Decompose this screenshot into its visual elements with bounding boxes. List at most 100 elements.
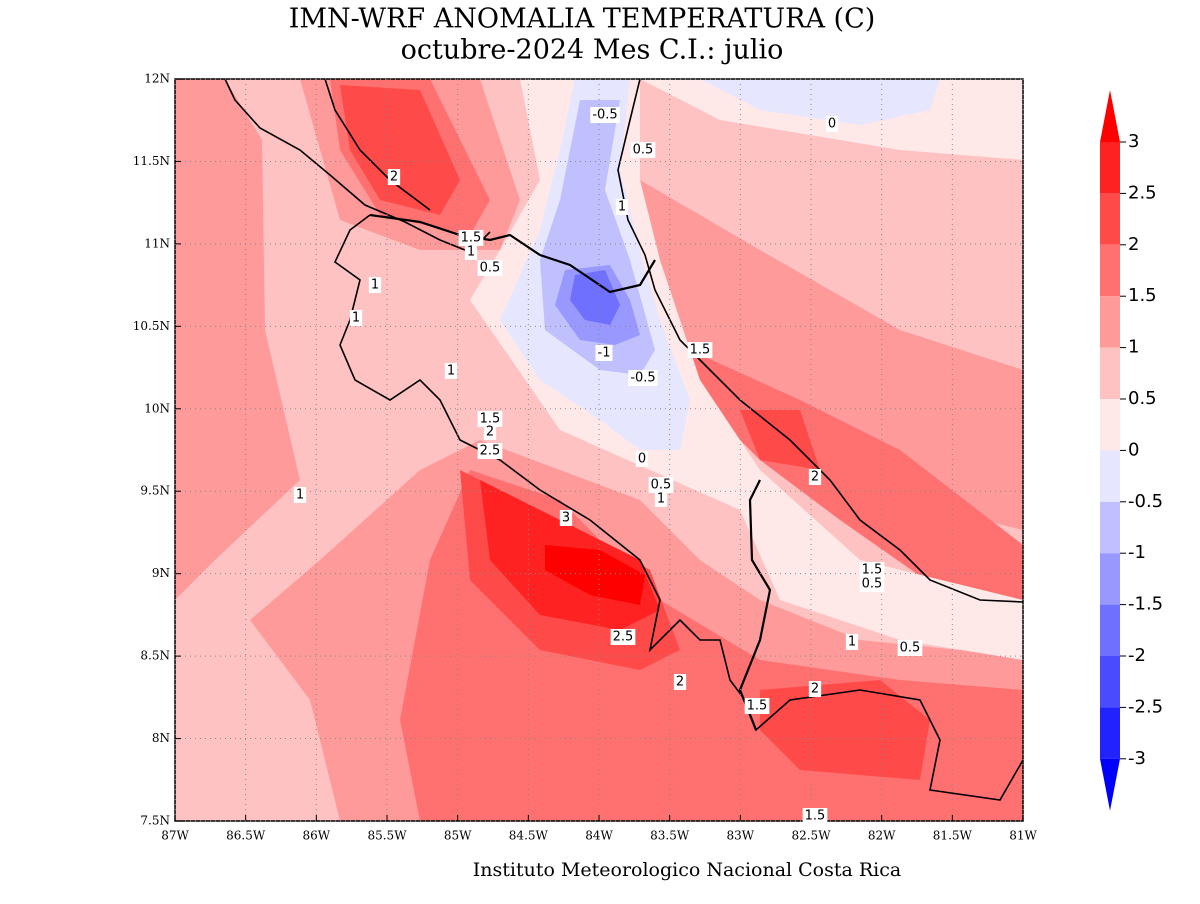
contour-label-bg — [897, 640, 923, 656]
contour-label-text: 3 — [562, 511, 570, 526]
band — [700, 79, 940, 125]
contour-label-text: 1 — [467, 245, 475, 260]
contour-label-bg — [635, 451, 649, 467]
colorbar-label: 2 — [1128, 234, 1139, 255]
contour-label: 2 — [387, 169, 401, 185]
colorbar-label: -0.5 — [1128, 491, 1163, 512]
contour-label: 1 — [349, 310, 363, 326]
colorbar-box — [1100, 656, 1120, 708]
band — [740, 410, 820, 470]
contour-label: -0.5 — [590, 107, 620, 123]
band — [570, 270, 620, 325]
contour-label-text: -0.5 — [592, 108, 617, 123]
contour-label-text: 1 — [352, 311, 360, 326]
contour-label-text: 1.5 — [461, 231, 482, 246]
contour-label-text: 2 — [811, 470, 819, 485]
lon-tick-label: 86.5W — [226, 829, 266, 843]
contour-label: 1.5 — [458, 230, 484, 246]
lon-tick-label: 83W — [727, 829, 755, 843]
contour-label-text: 0.5 — [862, 577, 883, 592]
contour-label: 0.5 — [477, 260, 503, 276]
contour-label-bg — [615, 199, 629, 215]
colorbar-label: -1 — [1128, 542, 1146, 563]
band — [760, 680, 930, 780]
lon-tick-label: 82W — [868, 829, 896, 843]
contour-label: 1.5 — [687, 342, 713, 358]
contour-label: 1 — [368, 277, 382, 293]
contour-label-text: 1.5 — [747, 699, 768, 714]
contour-label-text: 0 — [638, 452, 646, 467]
contour-label: 1 — [654, 491, 668, 507]
contour-label-text: 2.5 — [613, 630, 634, 645]
contour-label-bg — [630, 142, 656, 158]
contour-label: 0 — [635, 451, 649, 467]
contour-label-text: 1 — [447, 364, 455, 379]
contour-label-text: 2 — [811, 682, 819, 697]
contour-label: 1.5 — [859, 562, 885, 578]
subtitle: octubre-2024 Mes C.I.: julio — [401, 35, 784, 66]
contour-label-text: 2 — [486, 425, 494, 440]
colorbar-box — [1100, 193, 1120, 245]
contour-label-bg — [293, 487, 307, 503]
lat-tick-label: 11N — [144, 236, 170, 250]
contour-label: 2.5 — [477, 443, 503, 459]
lat-tick-label: 8N — [152, 731, 170, 745]
contour-label: 0 — [825, 116, 839, 132]
lat-tick-label: 9.5N — [140, 484, 170, 498]
contour-label-bg — [628, 370, 658, 386]
contour-label-bg — [477, 260, 503, 276]
lat-tick-label: 12N — [144, 72, 170, 86]
colorbar-box — [1100, 142, 1120, 194]
colorbar-arrow — [1100, 758, 1120, 811]
contour-label-bg — [590, 107, 620, 123]
lon-tick-label: 82.5W — [791, 829, 831, 843]
lon-tick-label: 84W — [585, 829, 613, 843]
contour-label-text: 1.5 — [862, 563, 883, 578]
contour-label-bg — [387, 169, 401, 185]
contour-label-text: 1 — [848, 635, 856, 650]
colorbar-arrow — [1100, 90, 1120, 142]
colorbar-box — [1100, 399, 1120, 451]
contour-label-bg — [648, 477, 674, 493]
lon-tick-label: 86W — [303, 829, 331, 843]
lat-tick-label: 7.5N — [140, 814, 170, 828]
title: IMN-WRF ANOMALIA TEMPERATURA (C) — [289, 4, 876, 35]
lon-tick-label: 81W — [1009, 829, 1037, 843]
contour-label-text: 0.5 — [633, 143, 654, 158]
contour-label: -0.5 — [628, 370, 658, 386]
contour-label-bg — [654, 491, 668, 507]
contour-label-bg — [687, 342, 713, 358]
colorbar-label: -3 — [1128, 748, 1146, 769]
contour-label: 2 — [808, 681, 822, 697]
colorbar-box — [1100, 244, 1120, 297]
coastline — [224, 79, 1023, 801]
contour-label-bg — [477, 443, 503, 459]
band — [640, 180, 1023, 530]
contour-label-bg — [368, 277, 382, 293]
contour-label-bg — [744, 698, 770, 714]
colorbar-box — [1100, 450, 1120, 502]
lon-tick-label: 85.5W — [367, 829, 407, 843]
lon-tick-label: 84.5W — [509, 829, 549, 843]
contour-label-bg — [595, 345, 613, 361]
lat-tick-label: 10N — [144, 401, 170, 415]
colorbar-box — [1100, 707, 1120, 759]
contour-label-bg — [444, 363, 458, 379]
contour-label: 2 — [673, 674, 687, 690]
colorbar-label: -2 — [1128, 645, 1146, 666]
contour-label: 0.5 — [897, 640, 923, 656]
contour-label-bg — [610, 629, 636, 645]
lat-tick-label: 9N — [152, 566, 170, 580]
contour-label: 1 — [845, 634, 859, 650]
contour-label: 2 — [808, 469, 822, 485]
contour-label-bg — [808, 469, 822, 485]
contour-label-bg — [802, 808, 828, 824]
contour-label: 3 — [559, 510, 573, 526]
lon-tick-label: 87W — [161, 829, 189, 843]
contour-label: 1.5 — [744, 698, 770, 714]
band — [545, 545, 645, 605]
colorbar-label: -2.5 — [1128, 696, 1163, 717]
contour-label-text: 1 — [657, 492, 665, 507]
colorbar-label: 2.5 — [1128, 182, 1157, 203]
contour-label: 1.5 — [802, 808, 828, 824]
